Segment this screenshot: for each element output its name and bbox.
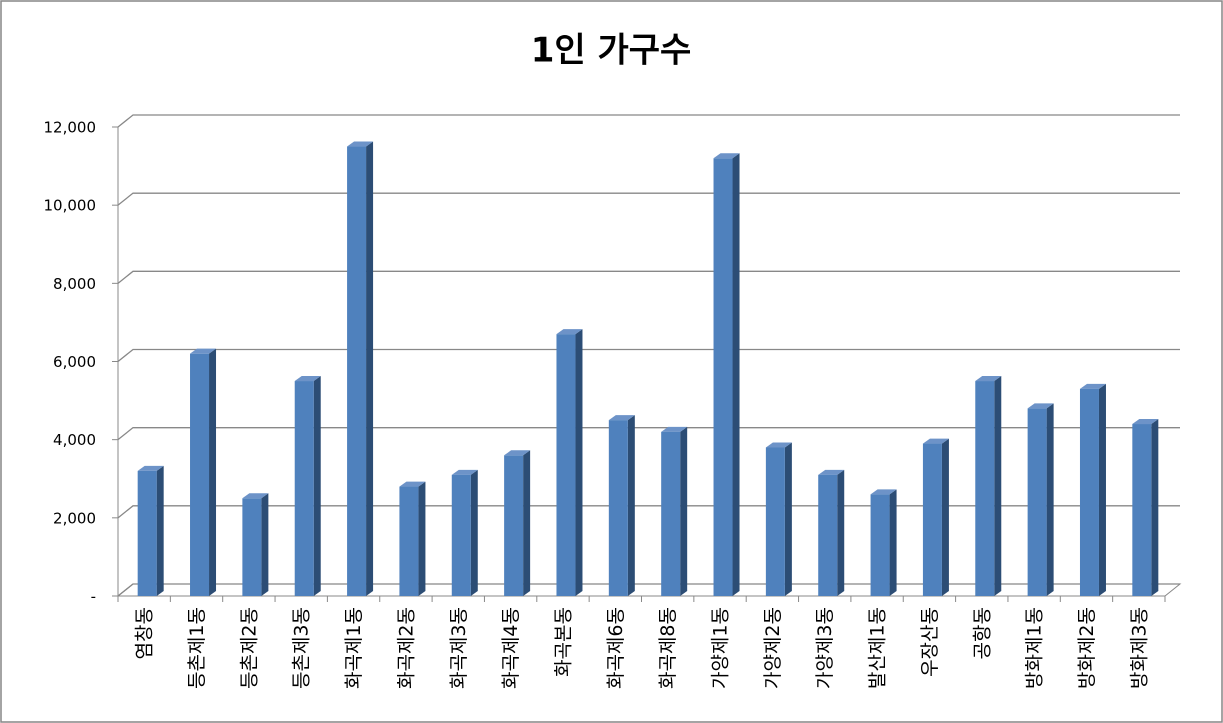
bar-side xyxy=(366,141,374,596)
y-tick-label: 2,000 xyxy=(53,509,96,527)
x-tick-label: 우장산동 xyxy=(919,607,941,677)
bar-side xyxy=(837,469,845,596)
bar-top xyxy=(399,481,426,487)
bar-top xyxy=(975,376,1002,382)
bar-side xyxy=(575,329,583,596)
bar xyxy=(922,443,942,596)
bar-side xyxy=(313,376,321,596)
bar xyxy=(347,146,367,596)
bar-side xyxy=(941,438,949,596)
bar-side xyxy=(1098,383,1106,596)
x-tick-label: 염창동 xyxy=(134,607,156,659)
bar xyxy=(1079,388,1099,596)
x-tick-label: 발산제1동 xyxy=(867,607,889,689)
bar-top xyxy=(1079,383,1106,389)
bar xyxy=(242,498,262,596)
bar-top xyxy=(190,348,217,354)
bar xyxy=(137,470,157,596)
x-tick-label: 등촌제1동 xyxy=(186,607,208,689)
bar-top xyxy=(1132,419,1159,425)
y-tick-label: - xyxy=(91,588,96,606)
bar-top xyxy=(504,450,531,456)
x-tick-label: 화곡제4동 xyxy=(500,607,522,689)
x-tick-label: 화곡제6동 xyxy=(605,607,627,689)
bar xyxy=(608,420,628,596)
grid-line xyxy=(117,114,1180,128)
bar-side xyxy=(209,348,217,596)
bar xyxy=(556,334,576,596)
grid-line xyxy=(117,348,1180,363)
bar-side xyxy=(680,426,688,596)
y-tick-label: 8,000 xyxy=(53,275,96,293)
bar-side xyxy=(418,481,426,596)
bar-side xyxy=(470,469,478,596)
y-tick-label: 12,000 xyxy=(44,119,97,137)
bar-top xyxy=(1027,403,1054,409)
x-tick-label: 화곡제1동 xyxy=(343,607,365,689)
bar xyxy=(975,381,995,596)
bar xyxy=(294,381,314,596)
bar xyxy=(765,447,785,596)
bar-top xyxy=(242,493,269,499)
bar-top xyxy=(556,329,583,335)
bar xyxy=(1027,408,1047,596)
bar-top xyxy=(870,489,897,495)
bar-side xyxy=(1046,403,1054,596)
bar-side xyxy=(523,450,531,596)
x-tick-label: 등촌제2동 xyxy=(238,607,260,689)
x-tick-label: 화곡제2동 xyxy=(395,607,417,689)
bar-side xyxy=(732,153,740,596)
x-tick-label: 공항동 xyxy=(971,607,993,659)
bar-side xyxy=(889,489,897,596)
x-tick-label: 방화제2동 xyxy=(1076,607,1098,689)
grid-line xyxy=(117,427,1180,441)
x-tick-label: 화곡본동 xyxy=(552,607,574,677)
grid-line xyxy=(117,192,1180,206)
chart-title: 1인 가구수 xyxy=(531,31,692,71)
x-tick-label: 가양제3동 xyxy=(814,607,836,689)
bar-top xyxy=(713,153,740,159)
bar-side xyxy=(261,493,269,596)
y-tick-label: 10,000 xyxy=(44,197,97,215)
bar-top xyxy=(608,415,635,421)
bar xyxy=(451,474,471,596)
x-tick-label: 가양제2동 xyxy=(762,607,784,689)
bar-side xyxy=(1151,419,1159,596)
bar-top xyxy=(818,469,845,475)
bar xyxy=(190,353,210,596)
bar-top xyxy=(294,376,321,382)
bar-top xyxy=(451,469,478,475)
bar-top xyxy=(347,141,374,147)
y-tick-label: 4,000 xyxy=(53,431,96,449)
bar-top xyxy=(137,465,164,471)
bar xyxy=(870,494,890,596)
y-tick-label: 6,000 xyxy=(53,353,96,371)
bar xyxy=(399,486,419,596)
bar xyxy=(818,474,838,596)
bar-side xyxy=(784,442,792,596)
bar-side xyxy=(994,376,1002,596)
bar-side xyxy=(627,415,635,596)
x-tick-label: 방화제1동 xyxy=(1024,607,1046,689)
bar-side xyxy=(156,465,164,596)
bar xyxy=(713,158,733,596)
x-tick-label: 등촌제3동 xyxy=(291,607,313,689)
grid-line xyxy=(117,270,1180,284)
bar-top xyxy=(765,442,792,448)
bar-top xyxy=(661,426,688,432)
bar xyxy=(504,455,524,596)
x-tick-label: 화곡제3동 xyxy=(448,607,470,689)
x-tick-label: 가양제1동 xyxy=(710,607,732,689)
bar xyxy=(1132,424,1152,596)
x-tick-label: 방화제3동 xyxy=(1128,607,1150,689)
bar-top xyxy=(922,438,949,444)
bar xyxy=(661,431,681,596)
x-tick-label: 화곡제8동 xyxy=(657,607,679,689)
